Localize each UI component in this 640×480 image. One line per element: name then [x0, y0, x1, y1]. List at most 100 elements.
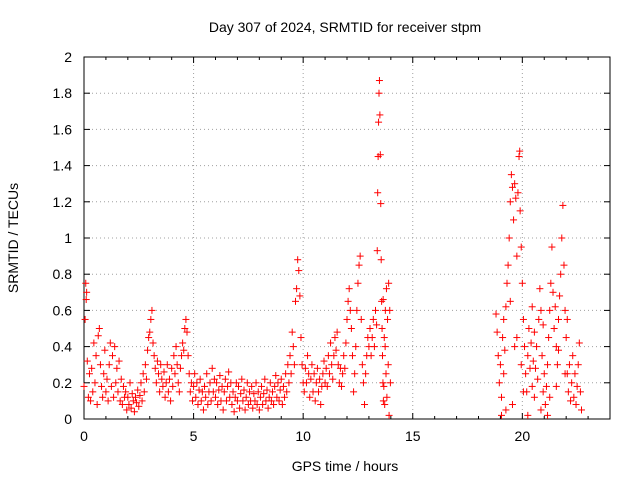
- y-tick-label: 0.4: [53, 339, 73, 355]
- data-point: [351, 370, 359, 378]
- data-point: [563, 315, 571, 323]
- data-point: [569, 352, 577, 360]
- y-tick-label: 2: [64, 49, 72, 65]
- data-point: [128, 390, 136, 398]
- data-point: [276, 386, 284, 394]
- data-point: [133, 399, 141, 407]
- data-point: [348, 352, 356, 360]
- data-point: [323, 382, 331, 390]
- data-point: [219, 406, 227, 414]
- data-point: [264, 404, 272, 412]
- data-point: [496, 361, 504, 369]
- data-point: [108, 352, 116, 360]
- data-point: [136, 391, 144, 399]
- data-point: [106, 339, 114, 347]
- data-point: [383, 393, 391, 401]
- data-point: [193, 379, 201, 387]
- grid-lines: [84, 57, 610, 419]
- data-point: [554, 315, 562, 323]
- x-tick-label: 10: [295, 428, 311, 444]
- data-point: [104, 397, 112, 405]
- data-point: [379, 296, 387, 304]
- data-point: [559, 201, 567, 209]
- data-point: [530, 328, 538, 336]
- data-point: [238, 375, 246, 383]
- data-point: [545, 334, 553, 342]
- tick-marks: 0 5 10 15 20 0 0.2 0.4 0.6 0.8 1 1.2 1.4 1.6 1.8 2: [53, 49, 611, 444]
- data-point: [284, 361, 292, 369]
- data-point: [533, 343, 541, 351]
- data-point: [94, 332, 102, 340]
- data-point: [235, 382, 243, 390]
- data-point: [158, 375, 166, 383]
- data-point: [147, 315, 155, 323]
- data-point: [224, 382, 232, 390]
- data-point: [330, 352, 338, 360]
- data-point: [225, 368, 233, 376]
- y-tick-label: 0.8: [53, 266, 73, 282]
- y-tick-label: 0: [64, 411, 72, 427]
- data-point: [544, 361, 552, 369]
- data-point: [118, 401, 126, 409]
- x-tick-label: 0: [80, 428, 88, 444]
- data-point: [381, 401, 389, 409]
- data-point: [156, 388, 164, 396]
- data-point: [327, 339, 335, 347]
- data-point: [80, 382, 88, 390]
- data-point: [358, 361, 366, 369]
- data-point: [188, 397, 196, 405]
- data-point: [216, 372, 224, 380]
- data-point: [340, 352, 348, 360]
- data-point: [561, 306, 569, 314]
- data-point: [344, 297, 352, 305]
- data-point: [255, 406, 263, 414]
- data-point: [192, 393, 200, 401]
- data-point: [551, 303, 559, 311]
- data-point: [508, 401, 516, 409]
- data-point: [291, 297, 299, 305]
- data-point: [514, 189, 522, 197]
- data-point: [516, 147, 524, 155]
- data-point: [252, 379, 260, 387]
- data-point: [138, 397, 146, 405]
- data-point: [241, 406, 249, 414]
- data-point: [366, 325, 374, 332]
- data-point: [498, 393, 506, 401]
- data-point: [506, 198, 514, 206]
- data-point: [556, 292, 564, 300]
- data-point: [165, 375, 173, 383]
- data-point: [550, 325, 558, 332]
- data-point: [197, 397, 205, 405]
- data-point: [287, 370, 295, 378]
- data-point: [243, 379, 251, 387]
- data-point: [146, 328, 154, 336]
- data-point: [500, 370, 508, 378]
- data-point: [155, 370, 163, 378]
- data-point: [567, 397, 575, 405]
- data-point: [159, 382, 167, 390]
- data-point: [102, 388, 110, 396]
- data-point: [105, 361, 113, 369]
- data-point: [168, 364, 176, 372]
- data-point: [164, 388, 172, 396]
- data-point: [152, 379, 160, 387]
- data-point: [250, 390, 258, 398]
- data-point: [186, 388, 194, 396]
- data-point: [356, 252, 364, 260]
- data-point: [210, 375, 218, 383]
- data-point: [175, 388, 183, 396]
- data-point: [308, 361, 316, 369]
- x-tick-label: 5: [190, 428, 198, 444]
- data-point: [507, 171, 515, 179]
- data-point: [212, 393, 219, 401]
- data-point: [379, 379, 387, 387]
- data-point: [130, 408, 138, 416]
- chart-title: Day 307 of 2024, SRMTID for receiver stp…: [209, 19, 481, 35]
- data-point: [310, 370, 318, 378]
- data-point: [135, 402, 143, 410]
- y-tick-label: 0.2: [53, 375, 73, 391]
- data-point: [150, 352, 158, 360]
- data-point: [560, 261, 568, 269]
- data-point: [281, 393, 289, 401]
